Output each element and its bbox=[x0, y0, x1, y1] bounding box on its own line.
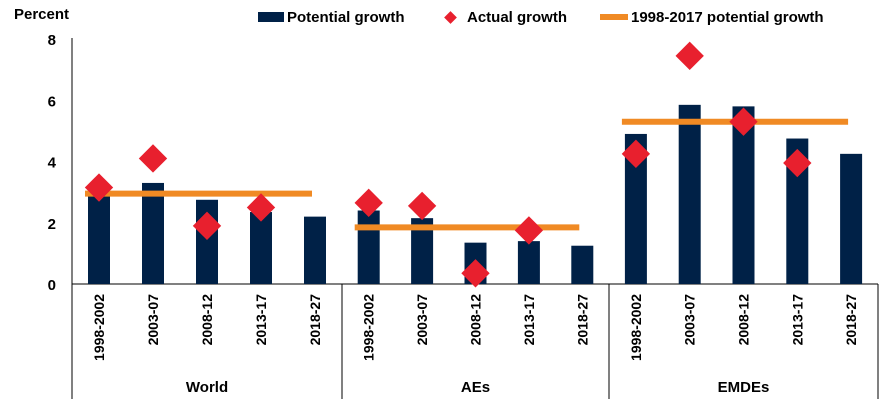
x-tick-label: 2018-27 bbox=[843, 294, 859, 346]
x-tick-label: 2013-17 bbox=[253, 294, 269, 346]
x-tick-label: 2008-12 bbox=[736, 294, 752, 346]
marker-actual-aes-1 bbox=[407, 191, 437, 221]
x-tick-label: 1998-2002 bbox=[361, 294, 377, 361]
bar-potential-emdes-4 bbox=[840, 153, 863, 284]
bar-potential-aes-3 bbox=[517, 241, 540, 284]
marker-actual-emdes-0 bbox=[621, 139, 651, 169]
x-tick-label: 1998-2002 bbox=[628, 294, 644, 361]
marker-actual-world-2 bbox=[192, 211, 222, 240]
marker-actual-aes-3 bbox=[514, 216, 544, 245]
marker-actual-emdes-3 bbox=[783, 148, 812, 178]
x-tick-label: 1998-2002 bbox=[91, 294, 107, 361]
bar-potential-aes-0 bbox=[357, 210, 380, 284]
x-tick-label: 2018-27 bbox=[307, 294, 323, 346]
x-tick-label: 2003-07 bbox=[682, 294, 698, 346]
y-tick-label: 2 bbox=[48, 216, 56, 233]
legend-potential-swatch bbox=[258, 12, 284, 22]
legend-average-label: 1998-2017 potential growth bbox=[631, 9, 824, 26]
x-tick-label: 2018-27 bbox=[574, 294, 590, 346]
x-tick-label: 2008-12 bbox=[468, 294, 484, 346]
bar-potential-world-0 bbox=[88, 192, 110, 284]
y-tick-label: 6 bbox=[48, 93, 56, 110]
x-tick-label: 2003-07 bbox=[414, 294, 430, 346]
y-tick-label: 8 bbox=[48, 32, 56, 49]
bar-potential-world-3 bbox=[250, 212, 272, 284]
marker-actual-aes-0 bbox=[354, 188, 383, 218]
marker-actual-emdes-2 bbox=[729, 107, 758, 136]
group-label-aes: AEs bbox=[461, 379, 490, 396]
bar-potential-emdes-2 bbox=[732, 106, 755, 284]
marker-actual-world-1 bbox=[138, 144, 168, 173]
legend-actual-marker bbox=[444, 11, 457, 24]
bar-potential-emdes-3 bbox=[786, 138, 809, 284]
x-tick-label: 2003-07 bbox=[145, 294, 161, 346]
y-tick-label: 0 bbox=[48, 277, 56, 294]
bar-potential-emdes-1 bbox=[678, 104, 701, 284]
y-tick-label: 4 bbox=[48, 155, 57, 172]
plot-area: 0 2 4 6 8 1998-2002 2003-07 2008-12 2013-17 2018-… bbox=[48, 32, 879, 399]
group-label-world: World bbox=[186, 379, 228, 396]
bar-potential-world-4 bbox=[304, 216, 326, 284]
bar-potential-aes-4 bbox=[571, 245, 594, 284]
bar-potential-world-1 bbox=[142, 182, 164, 284]
bar-potential-aes-1 bbox=[411, 218, 434, 284]
marker-actual-world-3 bbox=[246, 193, 276, 222]
legend: Potential growth Actual growth 1998-2017… bbox=[258, 9, 824, 26]
x-tick-label: 2013-17 bbox=[789, 294, 805, 346]
x-tick-label: 2013-17 bbox=[521, 294, 537, 346]
marker-actual-world-0 bbox=[84, 173, 114, 202]
legend-actual-label: Actual growth bbox=[467, 9, 567, 26]
marker-actual-aes-2 bbox=[461, 259, 490, 288]
legend-potential-label: Potential growth bbox=[287, 9, 405, 26]
y-axis-title: Percent bbox=[14, 6, 69, 23]
marker-actual-emdes-1 bbox=[675, 41, 704, 71]
x-tick-label: 2008-12 bbox=[199, 294, 215, 346]
group-label-emdes: EMDEs bbox=[718, 379, 770, 396]
bar-potential-emdes-0 bbox=[624, 133, 647, 284]
